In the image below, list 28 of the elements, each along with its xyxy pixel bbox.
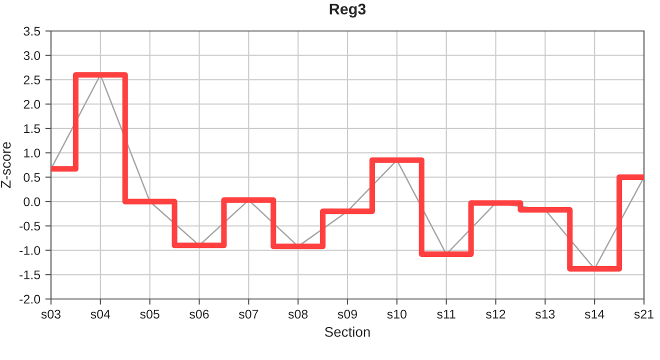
chart-title: Reg3 — [330, 4, 366, 18]
y-tick-label: 1.0 — [24, 148, 40, 158]
x-tick-label: s21 — [634, 310, 654, 319]
y-tick-label: 1.5 — [24, 124, 40, 134]
x-tick-label: s04 — [90, 310, 110, 319]
y-tick-label: 3.0 — [24, 51, 40, 60]
y-tick-label: -0.5 — [20, 222, 40, 231]
x-tick-label: s10 — [387, 310, 407, 319]
y-tick-label: 2.0 — [24, 100, 40, 109]
x-tick-label: s03 — [41, 310, 61, 319]
y-tick-label: -2.0 — [20, 294, 40, 304]
x-tick-label: s11 — [437, 310, 456, 319]
y-axis-title: Z-score — [1, 142, 11, 188]
x-tick-label: s09 — [338, 310, 357, 319]
x-tick-label: s06 — [190, 310, 209, 319]
x-tick-label: s13 — [535, 310, 555, 319]
y-tick-label: 0.0 — [24, 197, 40, 206]
x-tick-label: s07 — [238, 310, 258, 319]
x-tick-label: s08 — [288, 310, 308, 319]
x-tick-label: s05 — [140, 310, 160, 319]
y-tick-label: -1.0 — [20, 246, 40, 255]
x-tick-label: s12 — [486, 310, 506, 319]
x-axis-title: Section — [324, 326, 370, 337]
y-tick-label: 3.5 — [24, 26, 40, 36]
y-tick-label: 2.5 — [24, 76, 40, 84]
y-tick-label: 0.5 — [24, 172, 40, 182]
y-tick-label: -1.5 — [20, 270, 40, 280]
x-tick-label: s14 — [584, 310, 604, 319]
